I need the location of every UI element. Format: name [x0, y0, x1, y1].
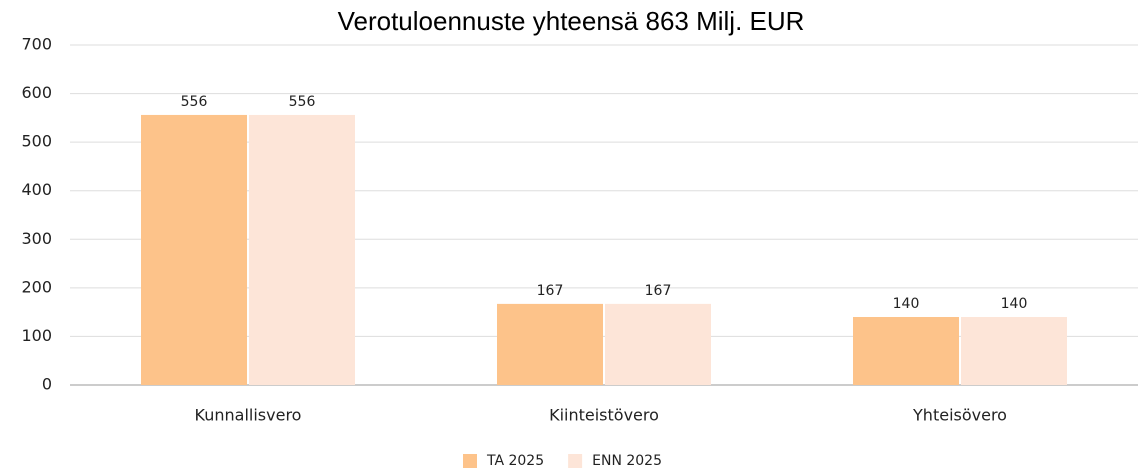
y-tick-label: 200 [21, 277, 52, 296]
y-tick-label: 400 [21, 180, 52, 199]
bar [853, 317, 959, 385]
bar [961, 317, 1067, 385]
value-label: 167 [645, 283, 672, 299]
y-tick-label: 100 [21, 326, 52, 345]
legend-swatch [463, 454, 477, 468]
x-tick-label: Kunnallisvero [195, 406, 302, 425]
bar [605, 303, 711, 385]
chart-title: Verotuloennuste yhteensä 863 Milj. EUR [338, 6, 805, 36]
x-tick-label: Yhteisövero [912, 406, 1007, 425]
legend-label: TA 2025 [486, 453, 544, 469]
value-label: 556 [181, 94, 208, 110]
value-label: 556 [289, 94, 316, 110]
value-label: 140 [1001, 296, 1028, 312]
legend-label: ENN 2025 [592, 453, 662, 469]
value-label: 167 [537, 283, 564, 299]
value-label: 140 [893, 296, 920, 312]
y-tick-label: 600 [21, 83, 52, 102]
bar [141, 114, 247, 385]
y-tick-label: 300 [21, 229, 52, 248]
bar [249, 114, 355, 385]
legend-swatch [568, 454, 583, 468]
x-tick-label: Kiinteistövero [549, 406, 659, 425]
y-tick-label: 700 [21, 35, 52, 54]
y-tick-label: 0 [42, 375, 52, 394]
y-tick-label: 500 [21, 132, 52, 151]
bar [497, 303, 603, 385]
